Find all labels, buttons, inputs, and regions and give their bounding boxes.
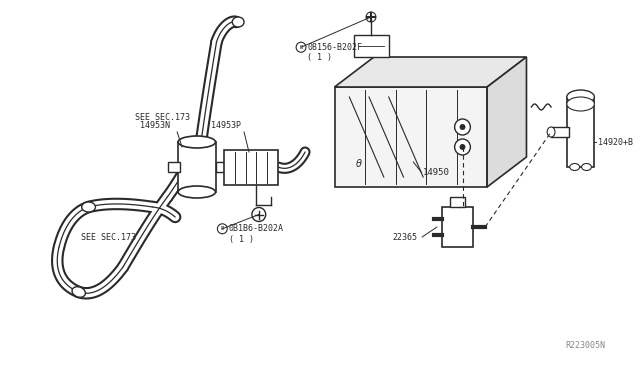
Circle shape bbox=[252, 208, 266, 221]
Text: 14920+B: 14920+B bbox=[598, 138, 634, 147]
Bar bbox=[168, 162, 180, 172]
Text: $\theta$: $\theta$ bbox=[355, 157, 363, 169]
Ellipse shape bbox=[582, 164, 591, 170]
Text: 14953N: 14953N bbox=[141, 121, 170, 129]
Circle shape bbox=[460, 124, 465, 130]
Bar bbox=[224, 150, 278, 185]
Polygon shape bbox=[335, 57, 527, 87]
Bar bbox=[442, 207, 474, 247]
Text: 22365: 22365 bbox=[392, 232, 417, 241]
Ellipse shape bbox=[232, 17, 244, 27]
Ellipse shape bbox=[567, 90, 595, 104]
Bar bbox=[551, 127, 569, 137]
Text: 0B1B6-B202A: 0B1B6-B202A bbox=[228, 224, 284, 233]
Ellipse shape bbox=[567, 97, 595, 111]
Polygon shape bbox=[335, 87, 487, 187]
Text: 14953P: 14953P bbox=[211, 121, 241, 129]
Text: ( 1 ): ( 1 ) bbox=[228, 235, 253, 244]
Text: R223005N: R223005N bbox=[565, 341, 605, 350]
Ellipse shape bbox=[178, 186, 216, 198]
Circle shape bbox=[454, 119, 470, 135]
Text: ( 1 ): ( 1 ) bbox=[307, 53, 332, 62]
Bar bbox=[567, 97, 595, 167]
Text: 14950: 14950 bbox=[423, 167, 450, 176]
Bar bbox=[216, 162, 227, 172]
Text: B: B bbox=[300, 45, 303, 50]
Ellipse shape bbox=[178, 136, 216, 148]
Bar bbox=[178, 142, 216, 192]
Ellipse shape bbox=[547, 127, 555, 137]
Circle shape bbox=[454, 139, 470, 155]
Ellipse shape bbox=[570, 164, 580, 170]
Text: 08156-B202F: 08156-B202F bbox=[307, 43, 362, 52]
Ellipse shape bbox=[72, 287, 85, 297]
Bar bbox=[355, 35, 388, 57]
Text: SEE SEC.173: SEE SEC.173 bbox=[135, 112, 190, 122]
Text: B: B bbox=[221, 226, 224, 231]
Polygon shape bbox=[487, 57, 527, 187]
Bar bbox=[450, 197, 465, 207]
Ellipse shape bbox=[82, 202, 95, 212]
Circle shape bbox=[460, 144, 465, 150]
Text: SEE SEC.173: SEE SEC.173 bbox=[81, 232, 136, 241]
